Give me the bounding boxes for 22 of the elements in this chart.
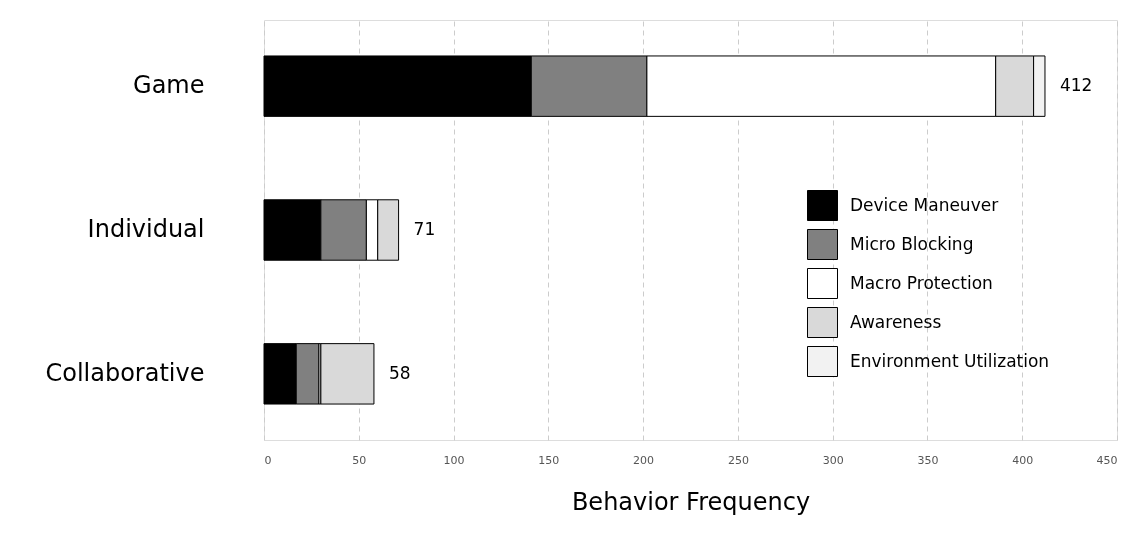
legend-label: Micro Blocking <box>850 233 974 254</box>
x-tick-label: 150 <box>538 453 560 467</box>
x-tick-label: 50 <box>352 453 367 467</box>
x-tick-label: 0 <box>264 453 272 467</box>
total-label: 58 <box>388 362 411 383</box>
y-tick-label: Collaborative <box>45 358 205 387</box>
x-tick-label: 350 <box>917 453 939 467</box>
legend-label: Macro Protection <box>850 272 993 293</box>
x-tick-label: 300 <box>822 453 844 467</box>
x-tick-label: 250 <box>727 453 749 467</box>
y-tick-label: Game <box>133 71 205 100</box>
total-label: 71 <box>413 219 436 239</box>
legend-label: Awareness <box>850 311 942 332</box>
x-axis-title: Behavior Frequency <box>571 487 811 516</box>
y-tick-label: Individual <box>87 215 205 243</box>
legend-label: Device Maneuver <box>850 194 999 215</box>
x-tick-label: 400 <box>1012 453 1034 467</box>
legend-label: Environment Utilization <box>850 350 1050 371</box>
x-tick-label: 200 <box>633 453 655 467</box>
total-label: 412 <box>1059 75 1093 96</box>
x-tick-label: 450 <box>1096 453 1118 467</box>
x-tick-label: 100 <box>443 453 465 467</box>
